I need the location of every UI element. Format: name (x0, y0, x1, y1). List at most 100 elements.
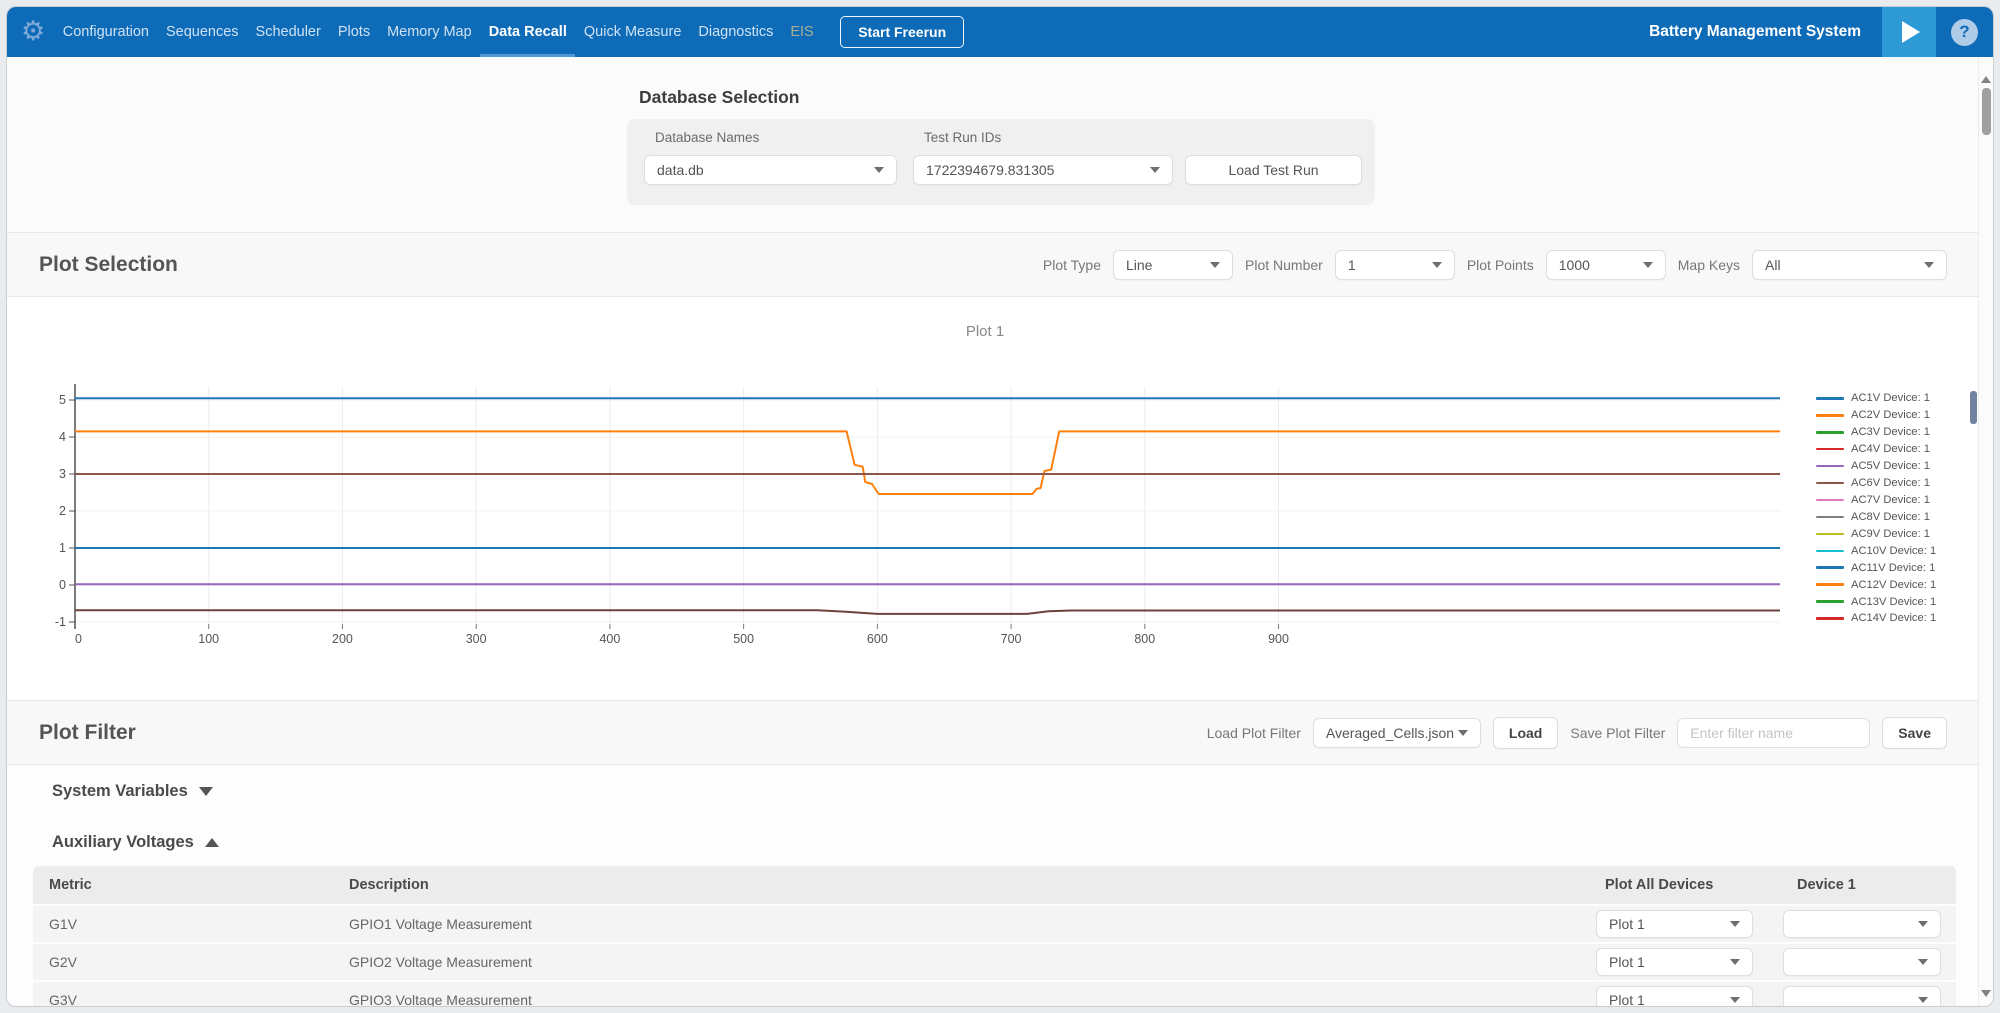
nav-item-data-recall[interactable]: Data Recall (480, 7, 575, 57)
database-selection-panel: Database Names data.db Test Run IDs 1722… (627, 119, 1375, 205)
device-1-dropdown[interactable] (1783, 986, 1941, 1006)
load-test-run-button[interactable]: Load Test Run (1185, 155, 1362, 185)
plot-points-dropdown[interactable]: 1000 (1545, 249, 1666, 280)
load-plot-filter-label: Load Plot Filter (1206, 724, 1301, 741)
device-1-dropdown[interactable] (1783, 948, 1941, 976)
legend-label: AC13V Device: 1 (1851, 595, 1937, 608)
plot-filter-bar: Plot Filter Load Plot Filter Averaged_Ce… (7, 700, 1993, 765)
legend-label: AC3V Device: 1 (1851, 426, 1930, 439)
plot-all-devices-dropdown[interactable]: Plot 1 (1596, 910, 1753, 938)
save-filter-input[interactable] (1677, 717, 1871, 748)
nav-item-quick-measure[interactable]: Quick Measure (583, 24, 682, 40)
plot-canvas[interactable]: 0 100 200 300 400 500 600 700 800 900 -1 0 1 2 3 4 5 (40, 372, 1790, 657)
column-header-metric: Metric (49, 877, 92, 893)
nav-item-scheduler[interactable]: Scheduler (255, 24, 321, 40)
nav-item-memory-map[interactable]: Memory Map (387, 24, 472, 40)
metric-cell: G2V (49, 954, 78, 970)
app-window: ⚙ Configuration Sequences Scheduler Plots Me… (6, 6, 1994, 1007)
legend-label: AC11V Device: 1 (1851, 561, 1936, 574)
page-scrollbar[interactable] (1978, 57, 1993, 1006)
auxiliary-voltages-section: Auxiliary Voltages Metric Description Pl… (7, 817, 1993, 1006)
nav-items: Configuration Sequences Scheduler Plots Memo… (54, 7, 822, 57)
table-row: G3V GPIO3 Voltage Measurement Plot 1 (33, 982, 1956, 1006)
system-variables-row[interactable]: System Variables (7, 765, 1993, 817)
plot-all-devices-dropdown[interactable]: Plot 1 (1596, 948, 1753, 976)
scrollbar-thumb[interactable] (1981, 88, 1991, 135)
chevron-down-icon (1431, 261, 1442, 268)
map-keys-label: Map Keys (1677, 256, 1740, 273)
legend-item: AC14V Device: 1 (1816, 610, 1936, 627)
svg-text:0: 0 (59, 578, 66, 592)
chevron-down-icon (1730, 921, 1740, 927)
plot-selection-title: Plot Selection (39, 252, 178, 276)
nav-item-diagnostics[interactable]: Diagnostics (698, 24, 774, 40)
database-names-label: Database Names (655, 130, 760, 145)
nav-item-plots[interactable]: Plots (337, 24, 371, 40)
legend-line-swatch (1816, 397, 1844, 400)
map-keys-dropdown[interactable]: All (1752, 249, 1947, 280)
plot-title: Plot 1 (965, 323, 1005, 340)
svg-text:600: 600 (867, 632, 888, 646)
plot-all-devices-dropdown-value: Plot 1 (1609, 916, 1645, 932)
chevron-down-icon (1457, 729, 1468, 736)
legend-line-swatch (1816, 481, 1844, 485)
legend-item: AC13V Device: 1 (1816, 593, 1936, 610)
svg-text:4: 4 (59, 430, 66, 444)
start-freerun-button[interactable]: Start Freerun (840, 16, 965, 48)
load-filter-button[interactable]: Load (1492, 716, 1559, 749)
legend-line-swatch (1816, 583, 1844, 586)
system-variables-label: System Variables (52, 781, 188, 800)
legend-item: AC1V Device: 1 (1816, 390, 1936, 407)
legend-item: AC7V Device: 1 (1816, 492, 1936, 509)
legend-line-swatch (1816, 447, 1844, 451)
save-plot-filter-label: Save Plot Filter (1570, 724, 1666, 741)
chevron-down-icon (1730, 959, 1740, 965)
run-button[interactable] (1882, 7, 1936, 57)
plot-line (75, 609, 1780, 615)
svg-text:700: 700 (1001, 632, 1022, 646)
plot-type-dropdown[interactable]: Line (1113, 249, 1233, 280)
svg-text:1: 1 (59, 541, 66, 555)
load-plot-filter-value: Averaged_Cells.json (1325, 724, 1455, 741)
load-plot-filter-dropdown[interactable]: Averaged_Cells.json (1312, 717, 1481, 748)
legend-label: AC6V Device: 1 (1851, 477, 1930, 490)
svg-text:800: 800 (1134, 632, 1155, 646)
svg-text:2: 2 (59, 504, 66, 518)
plot-area-section: Plot 1 0 100 200 300 400 500 600 700 800 900 -1 0 1 2… (7, 297, 1993, 700)
legend-line-swatch (1816, 464, 1844, 468)
legend-item: AC12V Device: 1 (1816, 576, 1936, 593)
save-filter-button[interactable]: Save (1882, 716, 1947, 749)
nav-item-eis[interactable]: EIS (790, 24, 814, 40)
legend-line-swatch (1816, 532, 1844, 536)
plot-selection-bar: Plot Selection Plot Type Line Plot Numbe… (7, 232, 1993, 297)
legend-line-swatch (1816, 566, 1844, 569)
legend-scrollbar-thumb[interactable] (1970, 391, 1977, 424)
legend-item: AC8V Device: 1 (1816, 508, 1936, 525)
metric-cell: G1V (49, 916, 78, 932)
plot-filter-controls: Load Plot Filter Averaged_Cells.json Loa… (1206, 716, 1947, 749)
plot-all-devices-dropdown[interactable]: Plot 1 (1596, 986, 1753, 1006)
scroll-up-arrow-icon[interactable] (1981, 76, 1991, 83)
help-button[interactable]: ? (1951, 18, 1978, 46)
gear-icon[interactable]: ⚙ (21, 16, 46, 47)
legend-item: AC4V Device: 1 (1816, 441, 1936, 458)
legend-label: AC5V Device: 1 (1851, 460, 1930, 473)
legend-line-swatch (1816, 549, 1844, 552)
svg-text:900: 900 (1268, 632, 1289, 646)
svg-text:500: 500 (733, 632, 754, 646)
nav-item-sequences[interactable]: Sequences (165, 24, 239, 40)
nav-item-configuration[interactable]: Configuration (62, 24, 149, 40)
legend-label: AC1V Device: 1 (1851, 392, 1930, 405)
chevron-down-icon (198, 786, 213, 796)
plot-number-dropdown[interactable]: 1 (1334, 249, 1455, 280)
chevron-down-icon (1150, 167, 1160, 173)
test-run-ids-dropdown[interactable]: 1722394679.831305 (913, 155, 1173, 185)
app-title: Battery Management System (1649, 23, 1861, 40)
chevron-up-icon (204, 838, 219, 847)
device-1-dropdown[interactable] (1783, 910, 1941, 938)
aux-voltages-table: Metric Description Plot All Devices Devi… (33, 866, 1956, 1006)
scroll-down-arrow-icon[interactable] (1981, 990, 1991, 997)
database-names-dropdown[interactable]: data.db (644, 155, 897, 185)
plot-number-label: Plot Number (1245, 256, 1323, 273)
auxiliary-voltages-header[interactable]: Auxiliary Voltages (52, 833, 1993, 852)
